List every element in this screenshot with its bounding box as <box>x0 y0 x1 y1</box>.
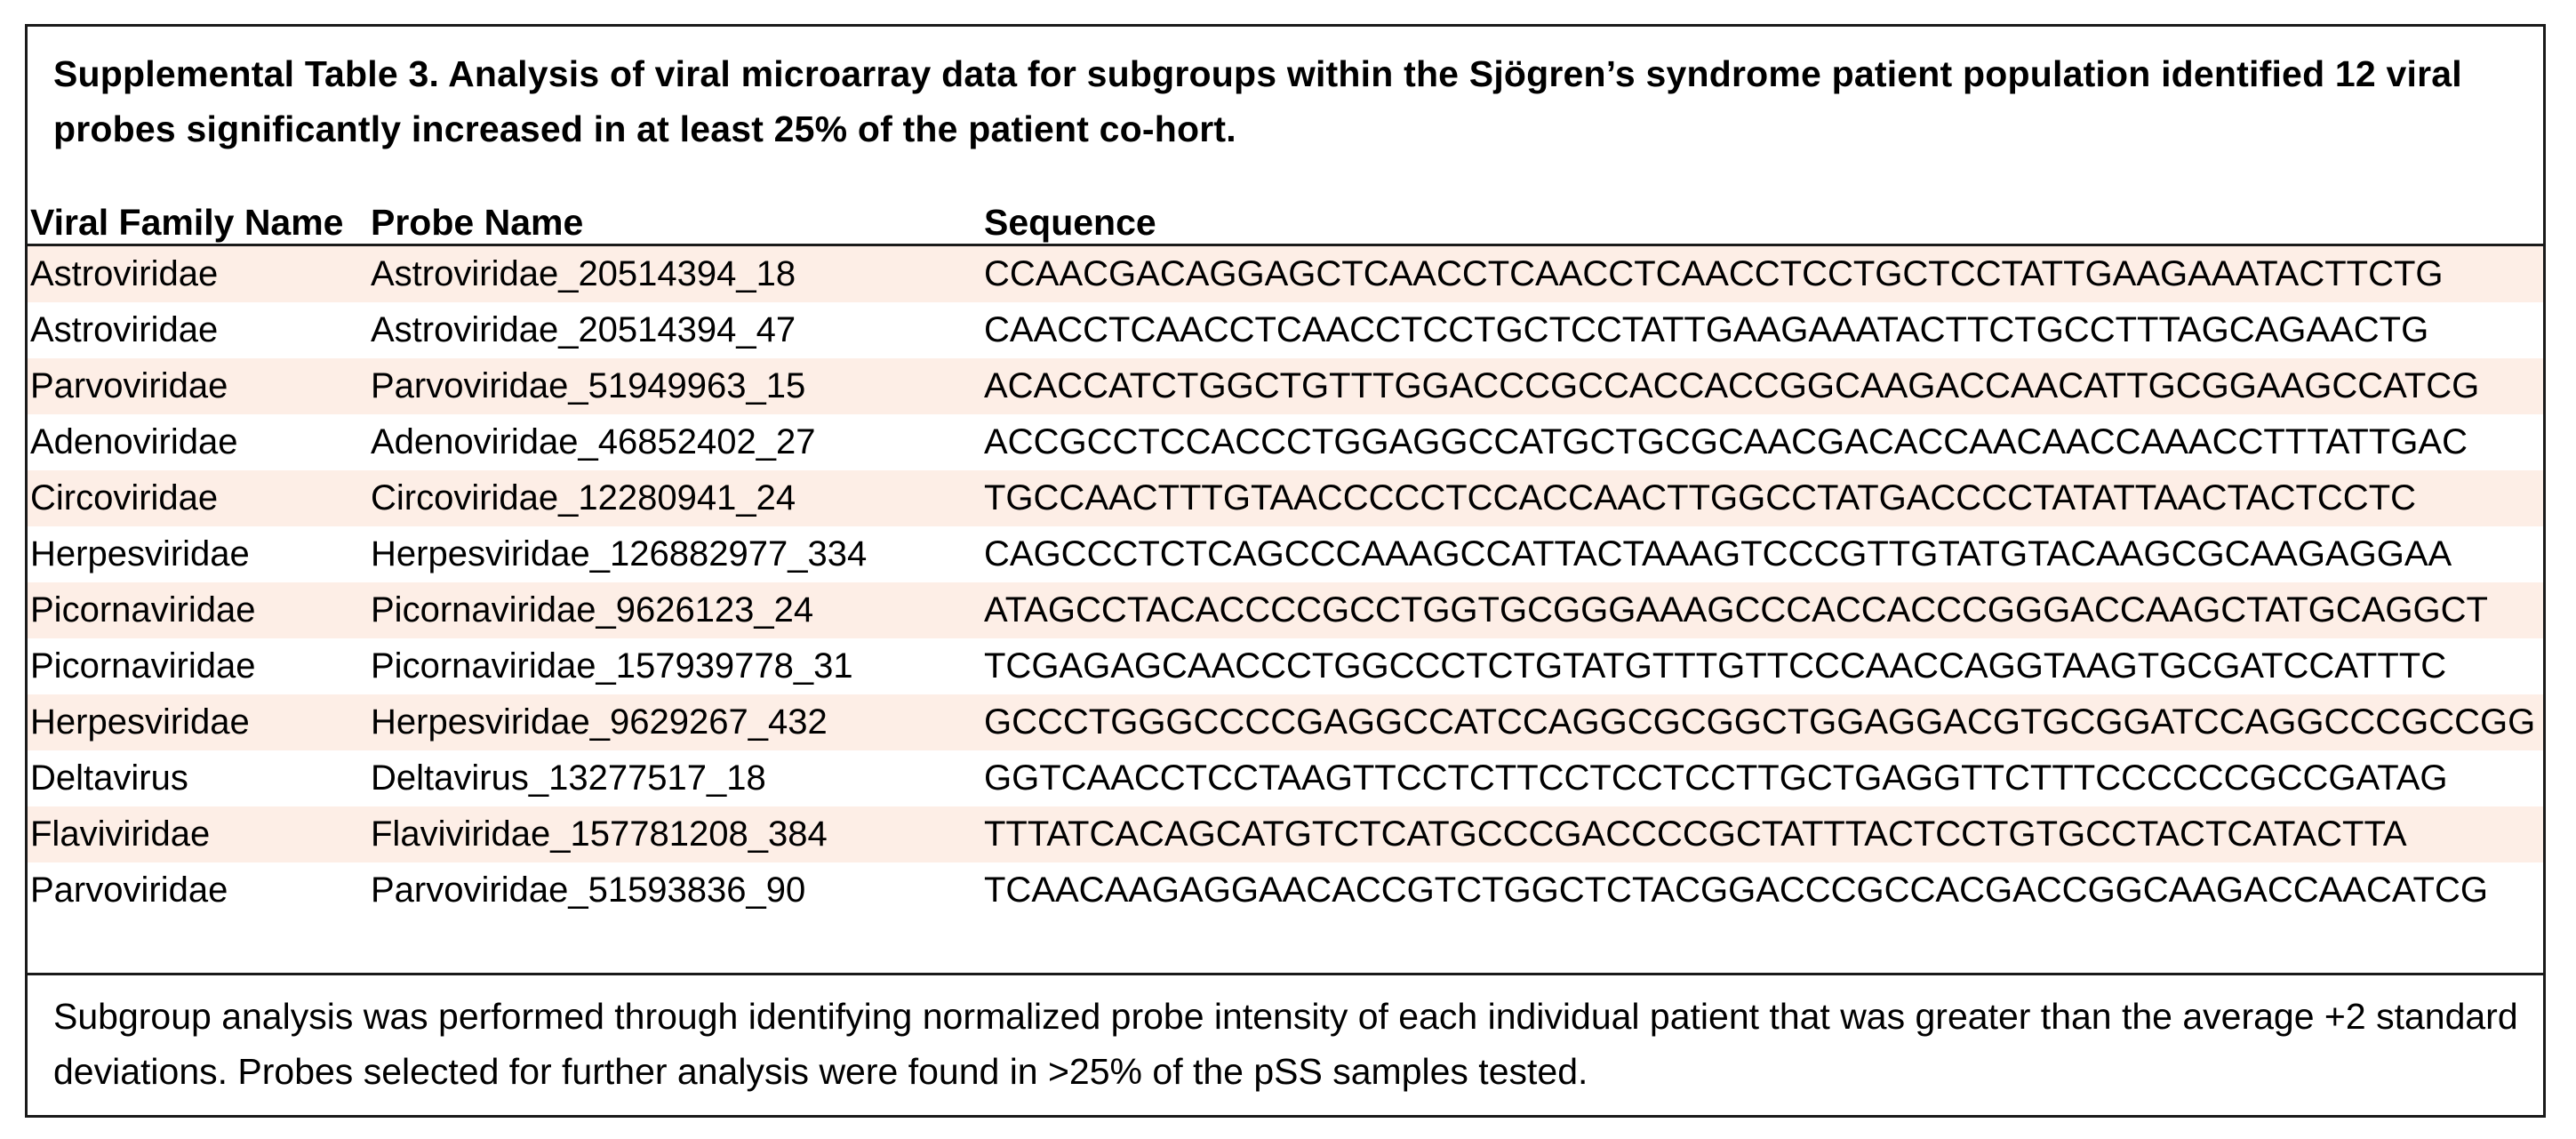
probe-name-cell: Picornaviridae_9626123_24 <box>368 582 981 638</box>
viral-family-cell: Deltavirus <box>30 758 188 798</box>
table-row: Adenoviridae Adenoviridae_46852402_27 ACCG… <box>28 414 2543 470</box>
sequence-cell: CAACCTCAACCTCAACCTCCTGCTCCTATTGAAGAAATAC… <box>984 310 2429 349</box>
column-header-sequence: Sequence <box>981 195 2543 246</box>
viral-family-cell: Adenoviridae <box>30 422 238 461</box>
probe-name-cell: Astroviridae_20514394_47 <box>371 310 796 349</box>
sequence-cell: TGCCAACTTTGTAACCCCCTCCACCAACTTGGCCTATGAC… <box>981 470 2543 526</box>
viral-family-cell: Astroviridae <box>28 245 368 302</box>
probe-name-cell: Herpesviridae_126882977_334 <box>371 534 868 574</box>
table-body: Astroviridae Astroviridae_20514394_18 CCAA… <box>28 245 2543 919</box>
table-row: Herpesviridae Herpesviridae_126882977_334… <box>28 526 2543 582</box>
table-row: Parvoviridae Parvoviridae_51593836_90 TCAA… <box>28 862 2543 918</box>
table-container: Viral Family Name Probe Name Sequence As… <box>28 195 2543 918</box>
column-header-viral-family: Viral Family Name <box>28 195 368 246</box>
table-row: Picornaviridae Picornaviridae_157939778_3… <box>28 638 2543 694</box>
probe-table: Viral Family Name Probe Name Sequence As… <box>28 195 2543 918</box>
probe-name-cell: Parvoviridae_51593836_90 <box>371 870 806 910</box>
probe-name-cell: Deltavirus_13277517_18 <box>371 758 766 798</box>
table-row: Deltavirus Deltavirus_13277517_18 GGTCAACC… <box>28 750 2543 806</box>
viral-family-cell: Parvoviridae <box>28 358 368 414</box>
sequence-cell: CAGCCCTCTCAGCCCAAAGCCATTACTAAAGTCCCGTTGT… <box>984 534 2452 574</box>
table-row: Parvoviridae Parvoviridae_51949963_15 ACAC… <box>28 358 2543 414</box>
table-footnote: Subgroup analysis was performed through … <box>53 996 2518 1092</box>
sequence-cell: ACCGCCTCCACCCTGGAGGCCATGCTGCGCAACGACACCA… <box>984 422 2468 461</box>
sequence-cell: TCGAGAGCAACCCTGGCCCTCTGTATGTTTGTTCCCAACC… <box>984 646 2447 686</box>
sequence-cell: TCAACAAGAGGAACACCGTCTGGCTCTACGGACCCGCCAC… <box>984 870 2488 910</box>
sequence-cell: CCAACGACAGGAGCTCAACCTCAACCTCAACCTCCTGCTC… <box>981 245 2543 302</box>
viral-family-cell: Herpesviridae <box>30 534 250 574</box>
viral-family-cell: Flaviviridae <box>28 806 368 862</box>
table-row: Herpesviridae Herpesviridae_9629267_432 GC… <box>28 694 2543 750</box>
probe-name-cell: Herpesviridae_9629267_432 <box>368 694 981 750</box>
table-row: Astroviridae Astroviridae_20514394_18 CCAA… <box>28 245 2543 302</box>
viral-family-cell: Parvoviridae <box>30 870 228 910</box>
sequence-cell: TTTATCACAGCATGTCTCATGCCCGACCCCGCTATTTACT… <box>981 806 2543 862</box>
table-row: Flaviviridae Flaviviridae_157781208_384 TT… <box>28 806 2543 862</box>
probe-name-cell: Flaviviridae_157781208_384 <box>368 806 981 862</box>
probe-name-cell: Picornaviridae_157939778_31 <box>371 646 853 686</box>
probe-name-cell: Adenoviridae_46852402_27 <box>371 422 816 461</box>
sequence-cell: GCCCTGGGCCCCGAGGCCATCCAGGCGCGGCTGGAGGACG… <box>981 694 2543 750</box>
probe-name-cell: Parvoviridae_51949963_15 <box>368 358 981 414</box>
table-row: Circoviridae Circoviridae_12280941_24 TGCC… <box>28 470 2543 526</box>
sequence-cell: GGTCAACCTCCTAAGTTCCTCTTCCTCCTCCTTGCTGAGG… <box>984 758 2448 798</box>
viral-family-cell: Circoviridae <box>28 470 368 526</box>
table-header-row: Viral Family Name Probe Name Sequence <box>28 195 2543 246</box>
sequence-cell: ATAGCCTACACCCCGCCTGGTGCGGGAAAGCCCACCACCC… <box>981 582 2543 638</box>
probe-name-cell: Circoviridae_12280941_24 <box>368 470 981 526</box>
footnote-divider <box>28 973 2543 975</box>
viral-family-cell: Picornaviridae <box>30 646 256 686</box>
sequence-cell: ACACCATCTGGCTGTTTGGACCCGCCACCACCGGCAAGAC… <box>981 358 2543 414</box>
table-frame <box>25 24 2546 1118</box>
table-row: Astroviridae Astroviridae_20514394_47 CAAC… <box>28 302 2543 358</box>
table-row: Picornaviridae Picornaviridae_9626123_24 A… <box>28 582 2543 638</box>
table-title: Supplemental Table 3. Analysis of viral … <box>53 53 2462 149</box>
probe-name-cell: Astroviridae_20514394_18 <box>368 245 981 302</box>
viral-family-cell: Astroviridae <box>30 310 219 349</box>
viral-family-cell: Herpesviridae <box>28 694 368 750</box>
column-header-probe-name: Probe Name <box>368 195 981 246</box>
viral-family-cell: Picornaviridae <box>28 582 368 638</box>
